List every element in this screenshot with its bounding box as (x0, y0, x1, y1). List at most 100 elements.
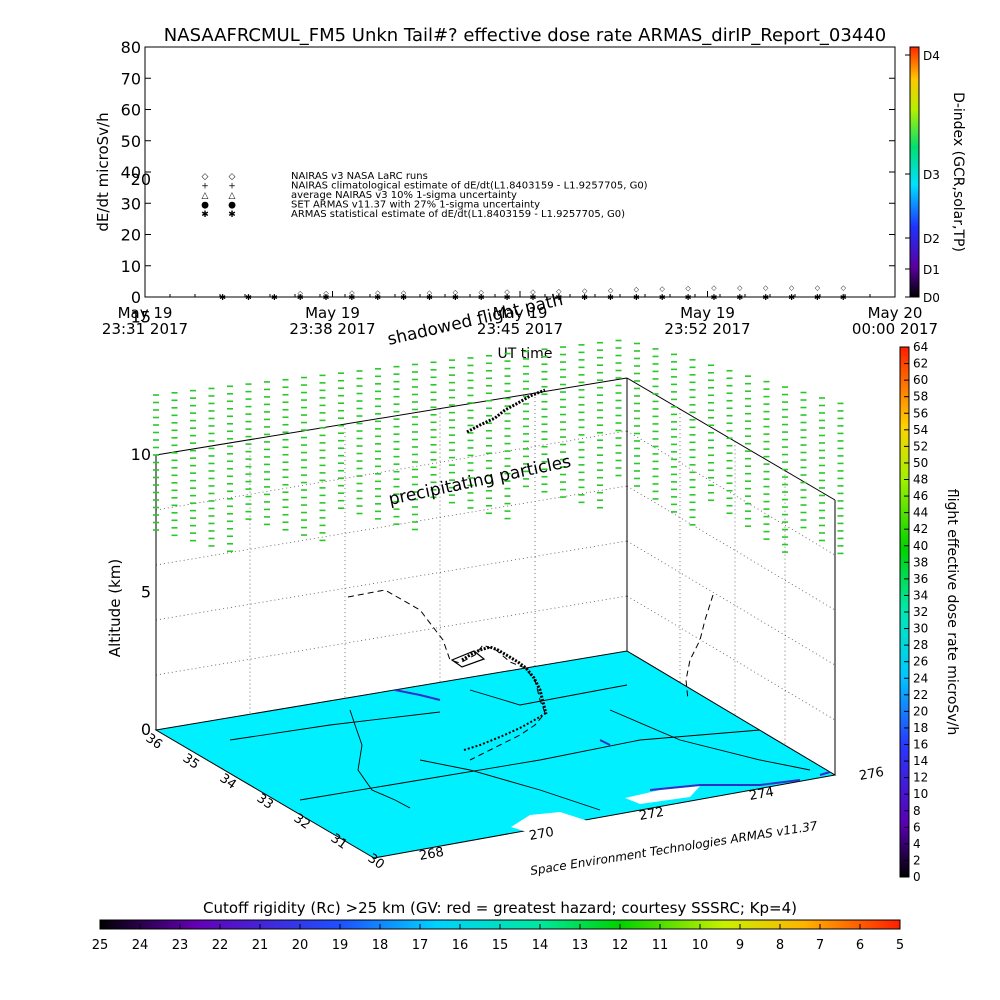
nairas-point: ◇ (427, 289, 433, 297)
longitude-tick-label: 272 (638, 805, 665, 824)
armas-point: ✱ (478, 293, 485, 302)
dose-tick-label: 22 (913, 688, 928, 702)
armas-point: ✱ (762, 293, 769, 302)
rc-tick-label: 7 (816, 938, 824, 953)
aircraft-marker (450, 650, 486, 668)
y-tick-label: 0 (131, 288, 141, 307)
chart-title: NASAAFRCMUL_FM5 Unkn Tail#? effective do… (164, 25, 886, 46)
dose-tick-label: 28 (913, 638, 928, 652)
dose-tick-label: 16 (913, 738, 928, 752)
legend-symbol: ◇ (202, 172, 209, 182)
y-tick-label: 60 (121, 101, 141, 120)
timeseries-points: ◇ ◇ ◇ ◇ ◇ ◇ ◇ ◇ ◇ ◇ ◇ ◇ ◇ ◇ ◇ ◇ ◇ ◇ ◇ ◇ ◇ ◇✱ ✱ ✱ ✱ ✱ ✱ ✱ ✱ ✱ ✱ ✱ ✱ ✱ ✱ ✱ ✱ ✱ ✱… (219, 284, 847, 302)
nairas-point: ◇ (815, 284, 821, 292)
armas-point: ✱ (530, 293, 537, 302)
rc-tick-label: 12 (612, 938, 629, 953)
y-tick-label: 10 (121, 257, 141, 276)
dose-tick-label: 10 (913, 787, 928, 801)
armas-point: ✱ (426, 293, 433, 302)
y-axis-ticks: 0 10 20 30 40 50 60 70 80 (121, 38, 895, 307)
grid-line (626, 430, 836, 556)
coast-line-blue (649, 779, 801, 791)
dose-tick-label: 18 (913, 721, 928, 735)
legend-symbol: + (228, 182, 236, 192)
coast-line (609, 709, 811, 771)
dindex-colorbar (909, 46, 920, 298)
dindex-label: D-index (GCR,solar,TP) (950, 92, 966, 252)
nairas-point: ◇ (789, 284, 795, 292)
dindex-tick-label: D1 (923, 263, 940, 277)
armas-point: ✱ (374, 293, 381, 302)
altitude-tick-label: 20 (131, 170, 151, 189)
nairas-point: ◇ (608, 286, 614, 294)
dindex-tick-label: D3 (923, 168, 940, 182)
nairas-point: ◇ (349, 289, 355, 297)
altitude-ticks: 0 5 10 15 20 (131, 170, 151, 739)
armas-point: ✱ (504, 293, 511, 302)
dose-tick-label: 32 (913, 605, 928, 619)
armas-point: ✱ (788, 293, 795, 302)
altitude-tick-label: 0 (141, 720, 151, 739)
legend-symbol: ✱ (201, 210, 209, 220)
rc-tick-label: 5 (896, 938, 904, 953)
nairas-point: ◇ (297, 289, 303, 297)
rc-tick-label: 25 (92, 938, 109, 953)
dindex-tick-label: D2 (923, 232, 940, 246)
coast-line-blue (819, 771, 831, 776)
ground-track (463, 712, 547, 751)
flight-3d-scene (153, 339, 844, 859)
dose-tick-label: 20 (913, 704, 928, 718)
rc-tick-label: 11 (652, 938, 669, 953)
rc-tick-label: 21 (252, 938, 269, 953)
y-axis-label: dE/dt microSv/h (94, 112, 112, 231)
dose-tick-label: 54 (913, 423, 928, 437)
cutoff-rigidity-ticks: 25 24 23 22 21 20 19 18 17 16 15 14 13 12 11 10 9 8 7 6 5 (92, 924, 904, 953)
x-tick-time: 23:31 2017 (102, 320, 188, 338)
x-tick-time: 23:38 2017 (289, 320, 375, 338)
coast-line (469, 684, 628, 706)
rc-tick-label: 19 (332, 938, 349, 953)
dose-tick-label: 24 (913, 671, 928, 685)
dose-tick-label: 14 (913, 754, 928, 768)
land-patch (511, 812, 600, 833)
legend-label: NAIRAS climatological estimate of dE/dt(… (291, 181, 648, 192)
coast-line (299, 729, 761, 801)
dose-tick-label: 34 (913, 588, 928, 602)
dose-tick-label: 40 (913, 539, 928, 553)
legend: ◇ ◇ NAIRAS v3 NASA LaRC runs + + NAIRAS clima… (201, 171, 648, 220)
armas-point: ✱ (400, 293, 407, 302)
altitude-axis-label: Altitude (km) (106, 559, 124, 657)
grid-line (626, 485, 836, 611)
dindex-tick-label: D4 (923, 49, 940, 63)
rc-tick-label: 16 (452, 938, 469, 953)
nairas-point: ◇ (530, 288, 536, 296)
altitude-tick-label: 10 (131, 445, 151, 464)
dose-tick-label: 36 (913, 572, 928, 586)
armas-point: ✱ (349, 293, 356, 302)
armas-point: ✱ (323, 293, 330, 302)
coast-line (229, 711, 441, 741)
armas-point: ✱ (711, 293, 718, 302)
dose-tick-label: 38 (913, 555, 928, 569)
armas-point: ✱ (633, 293, 640, 302)
longitude-tick-label: 274 (748, 785, 775, 804)
legend-symbol: + (201, 182, 209, 192)
legend-label: SET ARMAS v11.37 with 27% 1-sigma uncert… (291, 200, 540, 211)
rc-tick-label: 15 (492, 938, 509, 953)
nairas-point: ◇ (323, 289, 329, 297)
rc-tick-label: 24 (132, 938, 149, 953)
longitude-tick-label: 268 (418, 845, 445, 864)
armas-point: ✱ (297, 293, 304, 302)
x-tick-date: May 19 (493, 304, 548, 322)
dose-tick-label: 6 (913, 820, 921, 834)
nairas-point: ◇ (685, 284, 691, 292)
nairas-point: ◇ (634, 286, 640, 294)
longitude-tick-label: 270 (528, 825, 555, 844)
legend-symbol: ✱ (228, 210, 236, 220)
dose-tick-label: 30 (913, 622, 928, 636)
nairas-point: ◇ (737, 284, 743, 292)
x-tick-time: 00:00 2017 (852, 320, 938, 338)
nairas-point: ◇ (660, 285, 666, 293)
